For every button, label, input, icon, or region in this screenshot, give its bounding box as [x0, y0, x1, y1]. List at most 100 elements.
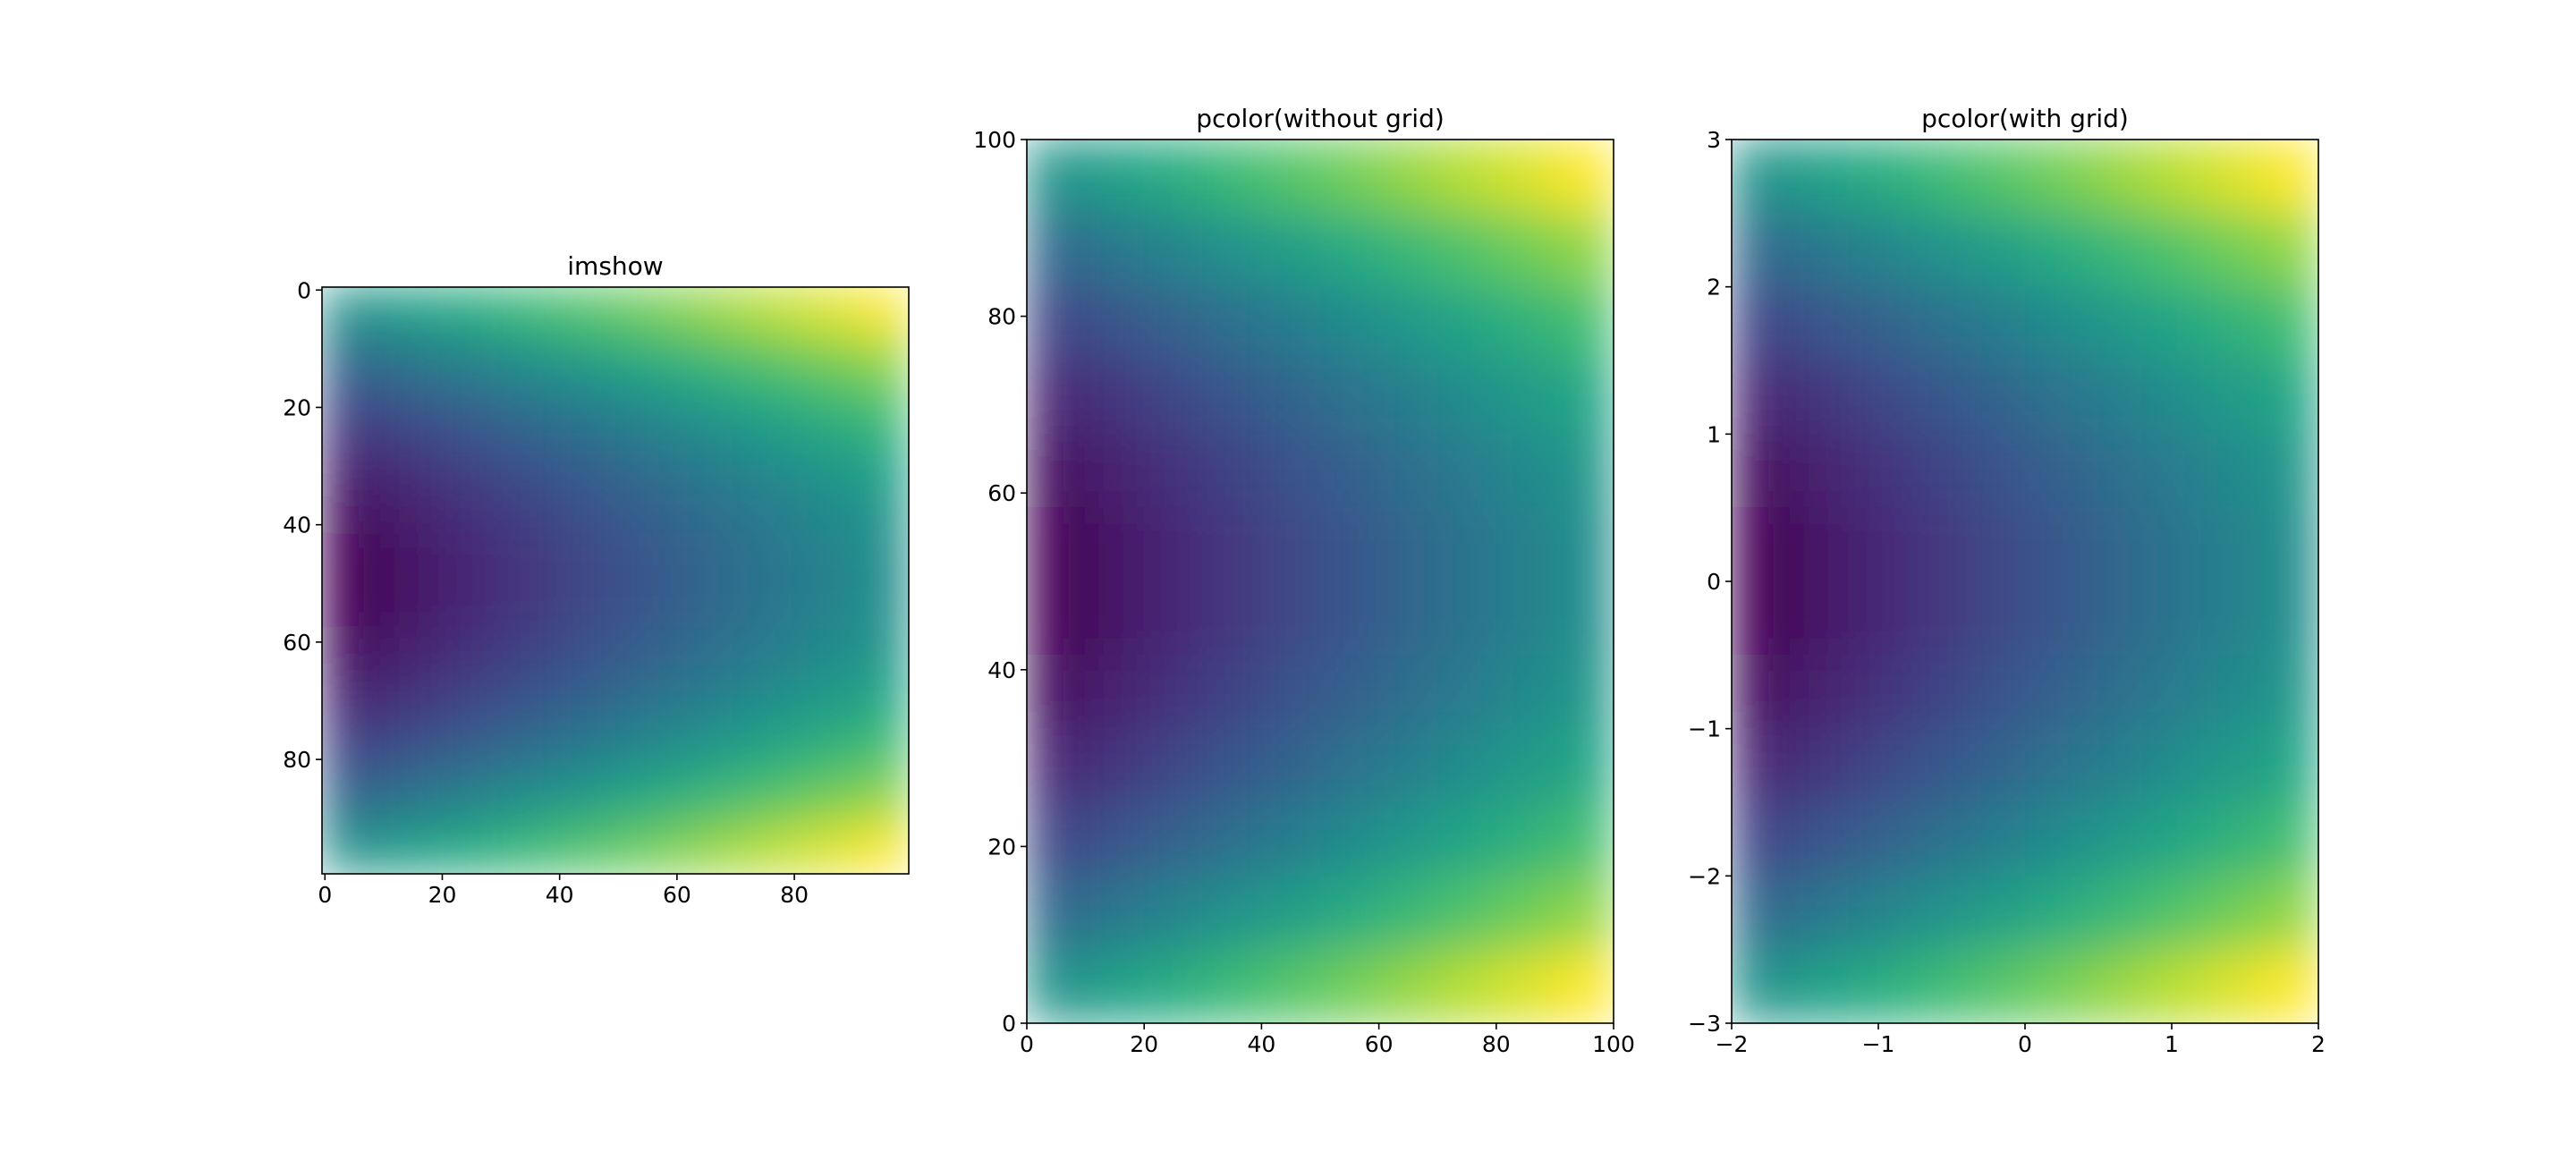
axes: 0 20 40 60 80 100 0 20 40 60 80 100 pcolor(without g… [973, 104, 1635, 1057]
heat-cell [2083, 949, 2143, 1023]
heat-cell [497, 824, 557, 874]
heat-cell [1085, 801, 1145, 877]
heat-cell [791, 677, 851, 728]
heat-cell [438, 384, 499, 435]
heat-cell [1027, 728, 1087, 803]
heat-cell [555, 726, 616, 777]
heat-cell [1260, 949, 1321, 1023]
heat-cell [2200, 360, 2260, 435]
heat-cell [322, 677, 382, 728]
heat-cell [555, 433, 616, 484]
heat-cell [1260, 212, 1321, 288]
heat-cell [732, 287, 792, 337]
heat-cell [1732, 140, 1792, 214]
heat-cell [1085, 580, 1145, 656]
heat-cell [1496, 433, 1555, 509]
y-tick-label: 0 [1002, 1011, 1016, 1037]
axes-title: pcolor(with grid) [1921, 104, 2129, 133]
heat-cell [1085, 433, 1145, 509]
heat-cell [1378, 360, 1438, 435]
heat-cell [1554, 433, 1614, 509]
heat-cell [1790, 728, 1850, 803]
y-tick-label: 60 [283, 630, 311, 656]
heat-cell [1436, 949, 1497, 1023]
heat-cell [1143, 360, 1204, 435]
heat-cell [1848, 360, 1909, 435]
heat-cell [1554, 360, 1614, 435]
heat-cell [1143, 654, 1204, 730]
heat-cell [791, 824, 851, 874]
heat-cell [1965, 140, 2026, 214]
heat-cell [732, 335, 792, 385]
heat-cell [614, 482, 675, 532]
heat-cell [1554, 949, 1614, 1023]
x-tick-label: −2 [1716, 1031, 1749, 1057]
heat-cell [2083, 433, 2143, 509]
heat-cell [438, 530, 499, 581]
heat-cell [380, 335, 440, 385]
heat-cell [674, 580, 733, 631]
heat-cell [1554, 140, 1614, 214]
heat-cell [791, 482, 851, 532]
heat-cell [1260, 360, 1321, 435]
axes-frame [1026, 139, 1614, 1024]
heat-cell [1554, 801, 1614, 877]
heat-cell [1260, 507, 1321, 582]
heat-cell [555, 629, 616, 679]
image-region [1732, 140, 2318, 1023]
heat-cell [1732, 654, 1792, 730]
heat-cell [380, 482, 440, 532]
heat-cell [1027, 875, 1087, 951]
heat-cell [1143, 801, 1204, 877]
heat-cell [1436, 286, 1497, 361]
heat-cell [1496, 360, 1555, 435]
heat-cell [2258, 875, 2318, 951]
heat-cell [322, 775, 382, 826]
heat-cell [2024, 654, 2085, 730]
heat-cell [614, 335, 675, 385]
heat-cell [2083, 654, 2143, 730]
x-tick-label: 1 [2165, 1031, 2179, 1057]
heat-cell [614, 677, 675, 728]
heat-cell [2083, 507, 2143, 582]
x-tick-label: 100 [1592, 1031, 1635, 1057]
heat-cell [438, 726, 499, 777]
cells [322, 287, 909, 874]
heat-cell [555, 824, 616, 874]
heat-cell [674, 775, 733, 826]
heat-cell [1732, 728, 1792, 803]
heat-cell [1319, 949, 1380, 1023]
heat-cell [1085, 507, 1145, 582]
heat-cell [1907, 875, 1967, 951]
heat-cell [2141, 875, 2202, 951]
heat-cell [438, 433, 499, 484]
heat-cell [1027, 140, 1087, 214]
heat-cell [1436, 507, 1497, 582]
heat-cell [614, 824, 675, 874]
heat-cell [1496, 286, 1555, 361]
heat-cell [674, 677, 733, 728]
heat-cell [849, 482, 909, 532]
heat-cell [2200, 507, 2260, 582]
heat-cell [849, 580, 909, 631]
heat-cell [438, 775, 499, 826]
heat-cell [1965, 728, 2026, 803]
heat-cell [497, 433, 557, 484]
heat-cell [674, 629, 733, 679]
heat-cell [1496, 654, 1555, 730]
axes: 0 20 40 60 80 0 20 40 60 80 imshow [283, 251, 910, 908]
axes-title: imshow [567, 251, 663, 281]
heat-cell [2258, 212, 2318, 288]
heat-cell [614, 384, 675, 435]
heat-cell [1907, 286, 1967, 361]
heat-cell [1436, 801, 1497, 877]
y-tick-label: 60 [987, 480, 1016, 506]
heat-cell [2200, 801, 2260, 877]
heat-cell [555, 775, 616, 826]
heat-cell [1085, 728, 1145, 803]
heat-cell [2083, 286, 2143, 361]
heat-cell [1907, 654, 1967, 730]
heat-cell [2200, 212, 2260, 288]
heat-cell [438, 482, 499, 532]
heat-cell [1965, 875, 2026, 951]
